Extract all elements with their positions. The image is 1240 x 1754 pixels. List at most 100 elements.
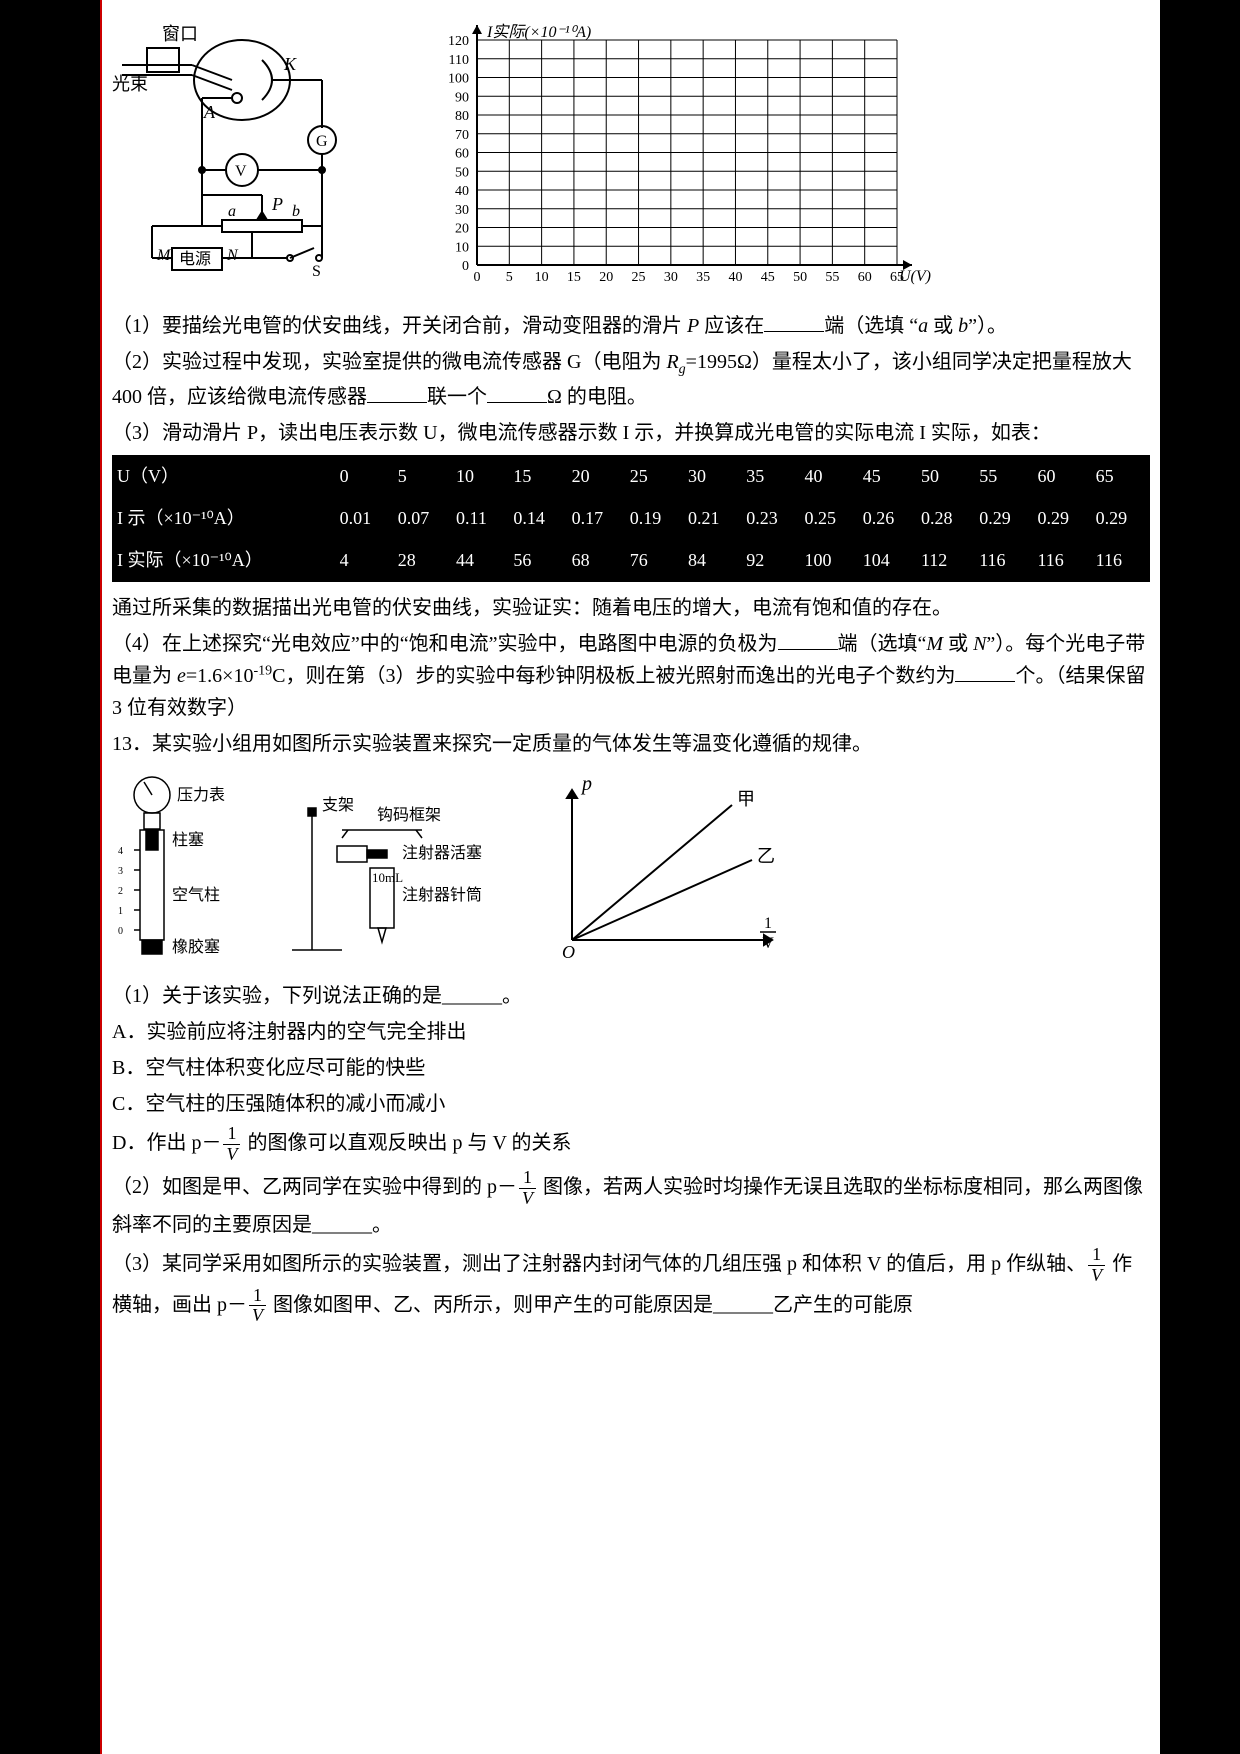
row-iact-cell-10: 112 bbox=[916, 539, 974, 581]
data-table: U（V）05101520253035404550556065 I 示（×10⁻¹… bbox=[112, 455, 1150, 581]
row-ishi-cell-10: 0.28 bbox=[916, 498, 974, 540]
q13-D: D．作出 p－1V 的图像可以直观反映出 p 与 V 的关系 bbox=[112, 1124, 1150, 1165]
row-ishi-cell-3: 0.14 bbox=[509, 498, 567, 540]
label-vol: 10mL bbox=[372, 870, 403, 885]
question-1: （1）要描绘光电管的伏安曲线，开关闭合前，滑动变阻器的滑片 P 应该在端（选填 … bbox=[112, 310, 1150, 342]
svg-text:10: 10 bbox=[455, 240, 469, 255]
svg-text:4: 4 bbox=[118, 846, 123, 857]
row-ishi-cell-4: 0.17 bbox=[567, 498, 625, 540]
col-header-10: 10 bbox=[452, 456, 509, 498]
svg-text:35: 35 bbox=[696, 270, 710, 285]
col-header-0: 0 bbox=[335, 456, 393, 498]
svg-text:50: 50 bbox=[793, 270, 807, 285]
col-header-20: 20 bbox=[567, 456, 625, 498]
row-iact-cell-7: 92 bbox=[742, 539, 800, 581]
row-iact-cell-4: 68 bbox=[567, 539, 625, 581]
svg-text:0: 0 bbox=[462, 259, 469, 274]
q13-figure-row: 压力表 柱塞 空气柱 橡胶塞 4 3 2 1 0 bbox=[112, 770, 1150, 970]
pv-line-jia: 甲 bbox=[737, 789, 755, 809]
row-iact-cell-13: 116 bbox=[1091, 539, 1149, 581]
label-S: S bbox=[312, 263, 321, 280]
svg-text:40: 40 bbox=[728, 270, 742, 285]
question-3-intro: （3）滑动滑片 P，读出电压表示数 U，微电流传感器示数 I 示，并换算成光电管… bbox=[112, 417, 1150, 449]
row-iact-cell-9: 104 bbox=[858, 539, 916, 581]
row-iact-cell-5: 76 bbox=[625, 539, 683, 581]
svg-text:60: 60 bbox=[858, 270, 872, 285]
svg-text:2: 2 bbox=[118, 886, 123, 897]
label-stopper: 橡胶塞 bbox=[172, 938, 220, 956]
q13-A: A．实验前应将注射器内的空气完全排出 bbox=[112, 1016, 1150, 1048]
label-frame: 钩码框架 bbox=[377, 806, 441, 824]
apparatus-right: 支架 钩码框架 注射器活塞 注射器针筒 10mL bbox=[282, 790, 502, 970]
svg-text:20: 20 bbox=[599, 270, 613, 285]
label-K: K bbox=[283, 54, 297, 74]
question-2: （2）实验过程中发现，实验室提供的微电流传感器 G（电阻为 Rg=1995Ω）量… bbox=[112, 346, 1150, 413]
row-ishi-cell-8: 0.25 bbox=[800, 498, 858, 540]
row-ishi-cell-13: 0.29 bbox=[1091, 498, 1149, 540]
circuit-diagram: 窗口 光束 K A bbox=[112, 20, 392, 280]
svg-text:90: 90 bbox=[455, 90, 469, 105]
col-header-5: 5 bbox=[393, 456, 451, 498]
label-b: b bbox=[292, 203, 300, 220]
svg-text:5: 5 bbox=[506, 270, 513, 285]
row-iact-cell-0: 4 bbox=[335, 539, 393, 581]
label-G: G bbox=[316, 133, 328, 150]
svg-text:10: 10 bbox=[535, 270, 549, 285]
label-A: A bbox=[203, 102, 216, 122]
label-stand: 支架 bbox=[322, 796, 354, 814]
col-header-55: 55 bbox=[975, 456, 1033, 498]
label-a: a bbox=[228, 203, 236, 220]
label-M: M bbox=[156, 247, 172, 264]
question-4: （4）在上述探究“光电效应”中的“饱和电流”实验中，电路图中电源的负极为端（选填… bbox=[112, 628, 1150, 724]
svg-text:0: 0 bbox=[118, 926, 123, 937]
pv-graph: p O 甲 乙 1 V bbox=[532, 770, 792, 970]
q13-B: B．空气柱体积变化应尽可能的快些 bbox=[112, 1052, 1150, 1084]
apparatus-left: 压力表 柱塞 空气柱 橡胶塞 4 3 2 1 0 bbox=[112, 770, 252, 970]
row-ishi-cell-6: 0.21 bbox=[684, 498, 742, 540]
row-ishi-cell-5: 0.19 bbox=[625, 498, 683, 540]
q13-title: 13．某实验小组用如图所示实验装置来探究一定质量的气体发生等温变化遵循的规律。 bbox=[112, 728, 1150, 760]
svg-text:1: 1 bbox=[118, 906, 123, 917]
pv-origin: O bbox=[562, 942, 575, 962]
top-figure-row: 窗口 光束 K A bbox=[112, 20, 1150, 300]
svg-text:55: 55 bbox=[825, 270, 839, 285]
q13-2: （2）如图是甲、乙两同学在实验中得到的 p－1V 图像，若两人实验时均操作无误且… bbox=[112, 1168, 1150, 1241]
label-V: V bbox=[235, 163, 247, 180]
svg-text:V: V bbox=[762, 935, 774, 952]
svg-text:30: 30 bbox=[455, 203, 469, 218]
col-header-U: U（V） bbox=[113, 456, 336, 498]
svg-text:25: 25 bbox=[632, 270, 646, 285]
row-ishi-label: I 示（×10⁻¹⁰A） bbox=[113, 498, 336, 540]
svg-text:3: 3 bbox=[118, 866, 123, 877]
row-ishi-cell-12: 0.29 bbox=[1033, 498, 1091, 540]
row-iact-cell-2: 44 bbox=[452, 539, 509, 581]
svg-text:60: 60 bbox=[455, 147, 469, 162]
page-container: 窗口 光束 K A bbox=[100, 0, 1160, 1754]
pv-y-label: p bbox=[580, 773, 592, 795]
col-header-30: 30 bbox=[684, 456, 742, 498]
q13-C: C．空气柱的压强随体积的减小而减小 bbox=[112, 1088, 1150, 1120]
svg-text:15: 15 bbox=[567, 270, 581, 285]
row-iact-cell-8: 100 bbox=[800, 539, 858, 581]
svg-text:70: 70 bbox=[455, 128, 469, 143]
row-iact-cell-3: 56 bbox=[509, 539, 567, 581]
label-piston: 注射器活塞 bbox=[402, 844, 482, 862]
row-iact-cell-1: 28 bbox=[393, 539, 451, 581]
iv-graph: 0510152025303540455055606501020304050607… bbox=[422, 20, 1150, 300]
col-header-25: 25 bbox=[625, 456, 683, 498]
col-header-40: 40 bbox=[800, 456, 858, 498]
col-header-15: 15 bbox=[509, 456, 567, 498]
label-aircol: 空气柱 bbox=[172, 886, 220, 904]
row-ishi-cell-0: 0.01 bbox=[335, 498, 393, 540]
pv-line-yi: 乙 bbox=[757, 846, 775, 866]
row-iact-cell-12: 116 bbox=[1033, 539, 1091, 581]
svg-text:50: 50 bbox=[455, 165, 469, 180]
label-barrel: 注射器针筒 bbox=[402, 886, 482, 904]
svg-text:100: 100 bbox=[448, 72, 469, 87]
col-header-35: 35 bbox=[742, 456, 800, 498]
svg-text:I实际(×10⁻¹⁰A): I实际(×10⁻¹⁰A) bbox=[486, 23, 591, 41]
svg-text:45: 45 bbox=[761, 270, 775, 285]
svg-text:U(V): U(V) bbox=[899, 268, 931, 285]
after-table-text: 通过所采集的数据描出光电管的伏安曲线，实验证实：随着电压的增大，电流有饱和值的存… bbox=[112, 592, 1150, 624]
svg-text:110: 110 bbox=[449, 53, 469, 68]
